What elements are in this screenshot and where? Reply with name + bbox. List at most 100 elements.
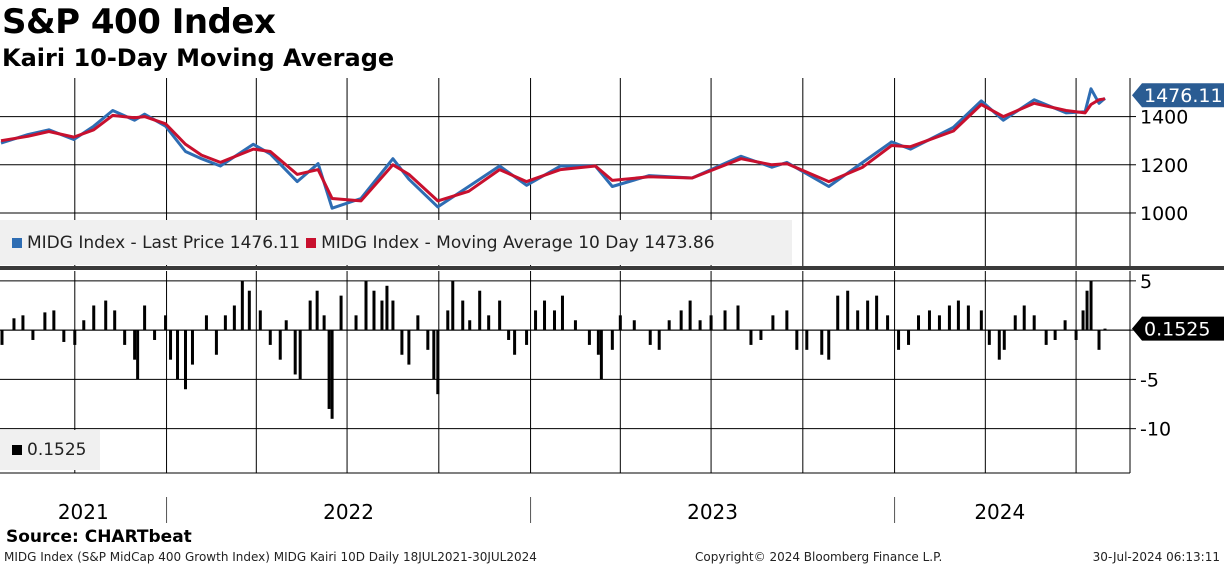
kairi-bar	[907, 330, 911, 345]
kairi-bar	[587, 330, 591, 345]
kairi-bar	[284, 320, 288, 331]
kairi-bar	[468, 320, 472, 331]
kairi-bar	[113, 310, 117, 331]
kairi-bar	[856, 310, 860, 331]
kairi-bar	[478, 290, 482, 331]
legend-item-last-price: MIDG Index - Last Price 1476.11	[12, 233, 300, 253]
kairi-bar	[247, 290, 251, 331]
kairi-bar	[771, 315, 775, 331]
chart-subtitle: Kairi 10-Day Moving Average	[2, 44, 395, 72]
legend-item-moving-average: MIDG Index - Moving Average 10 Day 1473.…	[306, 233, 715, 253]
kairi-bar	[176, 330, 180, 380]
kairi-bar	[12, 318, 16, 331]
kairi-last-value-label: 0.1525	[1144, 319, 1210, 341]
y-tick-label: 1200	[1140, 155, 1188, 177]
kairi-bar	[82, 320, 86, 331]
kairi-bar	[648, 330, 652, 345]
kairi-bar	[21, 315, 25, 331]
kairi-bar	[610, 330, 614, 350]
kairi-bar	[153, 330, 157, 340]
kairi-bar	[827, 330, 831, 360]
x-year-label: 2024	[974, 500, 1025, 524]
kairi-bar	[446, 310, 450, 331]
kairi-bar	[846, 290, 850, 331]
legend-label-kairi: 0.1525	[27, 440, 87, 460]
kairi-bar	[298, 330, 302, 380]
kairi-bar	[432, 330, 436, 380]
kairi-bar	[543, 300, 547, 331]
kairi-bar	[364, 280, 368, 331]
kairi-bar	[596, 330, 600, 355]
kairi-bar	[451, 280, 455, 331]
kairi-bar	[240, 280, 244, 331]
kairi-bar	[1074, 330, 1078, 340]
kairi-bar	[507, 330, 511, 340]
kairi-bar	[513, 330, 517, 355]
kairi-bar	[214, 330, 218, 355]
legend-label-last-price: MIDG Index - Last Price 1476.11	[27, 232, 301, 253]
kairi-bar	[979, 310, 983, 331]
source-label: Source: CHARTbeat	[6, 527, 192, 547]
kairi-bar	[927, 310, 931, 331]
kairi-bar	[232, 305, 236, 331]
kairi-bar	[339, 295, 343, 331]
kairi-bar	[795, 330, 799, 350]
kairi-bar	[599, 330, 603, 380]
kairi-bar	[123, 330, 127, 345]
kairi-bar	[820, 330, 824, 355]
kairi-bar	[391, 300, 395, 331]
kairi-bar	[52, 310, 56, 331]
legend-swatch-black	[12, 445, 22, 455]
kairi-bar	[937, 315, 941, 331]
x-year-label: 2021	[58, 500, 109, 524]
kairi-bar	[407, 330, 411, 365]
kairi-bar	[62, 330, 66, 342]
kairi-bar	[43, 312, 47, 331]
kairi-bar	[104, 300, 108, 331]
legend-swatch-red	[306, 237, 317, 248]
kairi-bar	[487, 315, 491, 331]
price-last-value-label: 1476.11	[1144, 85, 1223, 107]
kairi-bar	[897, 330, 901, 350]
y-tick-label: -5	[1140, 369, 1159, 391]
kairi-bar	[322, 315, 326, 331]
chart-title: S&P 400 Index	[2, 2, 276, 42]
kairi-bar	[1103, 328, 1107, 331]
y-tick-label: -10	[1140, 419, 1171, 441]
kairi-bar	[1089, 280, 1093, 331]
kairi-bar	[886, 315, 890, 331]
kairi-bar	[293, 330, 297, 375]
kairi-bar	[385, 285, 389, 331]
kairi-bar	[997, 330, 1001, 360]
kairi-bar	[709, 315, 713, 331]
kairi-bar	[143, 305, 147, 331]
kairi-bar	[73, 330, 77, 345]
kairi-bar	[618, 315, 622, 331]
kairi-bar	[966, 305, 970, 331]
kairi-bar	[1053, 330, 1057, 340]
kairi-bar	[133, 330, 137, 360]
x-year-label: 2022	[323, 500, 374, 524]
kairi-bar	[875, 295, 879, 331]
kairi-bar	[258, 310, 262, 331]
kairi-bar	[759, 330, 763, 340]
kairi-bar	[436, 330, 440, 395]
legend-item-kairi: 0.1525	[12, 440, 86, 460]
price-last-value-callout	[1132, 83, 1224, 108]
price-legend: MIDG Index - Last Price 1476.11 MIDG Ind…	[0, 220, 792, 265]
kairi-bar	[183, 330, 187, 390]
kairi-bar	[400, 330, 404, 355]
kairi-bar	[698, 320, 702, 331]
kairi-bar	[917, 315, 921, 331]
kairi-bar	[1097, 330, 1101, 350]
kairi-bar	[632, 320, 636, 331]
kairi-bar	[461, 300, 465, 331]
footer-copyright: Copyright© 2024 Bloomberg Finance L.P.	[695, 550, 943, 564]
kairi-bar	[498, 300, 502, 331]
footer-timestamp: 30-Jul-2024 06:13:11	[1092, 550, 1220, 564]
kairi-bar	[1002, 330, 1006, 350]
kairi-bar	[736, 305, 740, 331]
kairi-bar	[380, 300, 384, 331]
kairi-bar	[749, 330, 753, 345]
